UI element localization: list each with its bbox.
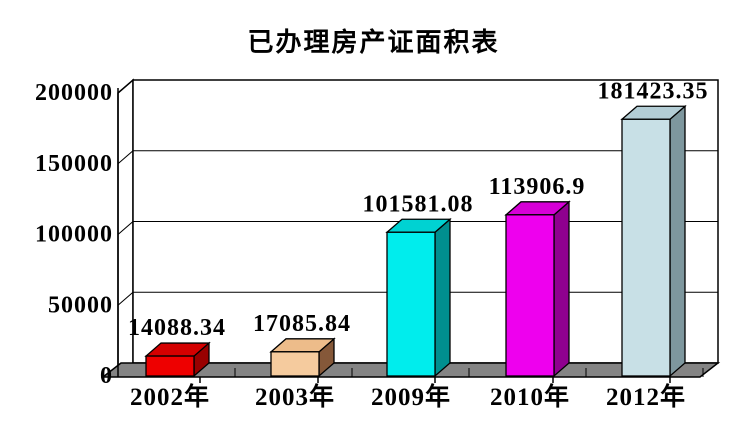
y-tick	[117, 150, 134, 165]
y-axis-label: 0	[100, 363, 113, 389]
bar-front-face	[621, 118, 671, 377]
value-label: 101581.08	[363, 191, 474, 217]
bar-side-face	[434, 217, 451, 378]
bar-front-face	[505, 214, 555, 377]
bar-2003年	[269, 337, 336, 378]
bar-2010年	[504, 200, 571, 378]
chart-title: 已办理房产证面积表	[247, 28, 500, 58]
bar-2002年	[144, 341, 211, 378]
x-axis-label: 2009年	[371, 382, 451, 411]
value-label: 17085.84	[253, 311, 351, 337]
x-axis-label: 2012年	[606, 382, 686, 411]
bar-front-face	[145, 355, 195, 377]
bar-2012年	[620, 104, 687, 378]
bar-side-face	[669, 104, 686, 378]
y-tick	[117, 221, 134, 235]
bar-front-face	[270, 351, 320, 377]
value-label: 181423.35	[598, 78, 709, 104]
bar-side-face	[553, 200, 570, 378]
value-label: 14088.34	[128, 315, 226, 341]
x-axis-label: 2010年	[490, 382, 570, 411]
y-tick	[117, 79, 134, 94]
y-axis-label: 50000	[48, 292, 113, 318]
x-axis-label: 2003年	[255, 382, 335, 411]
value-label: 113906.9	[489, 174, 586, 200]
bar-2009年	[385, 217, 452, 378]
y-axis-label: 100000	[35, 222, 113, 248]
y-tick	[117, 291, 134, 306]
y-axis-label: 200000	[35, 80, 113, 106]
x-axis-label: 2002年	[130, 382, 210, 411]
y-axis-label: 150000	[35, 151, 113, 177]
bar-front-face	[386, 231, 436, 377]
